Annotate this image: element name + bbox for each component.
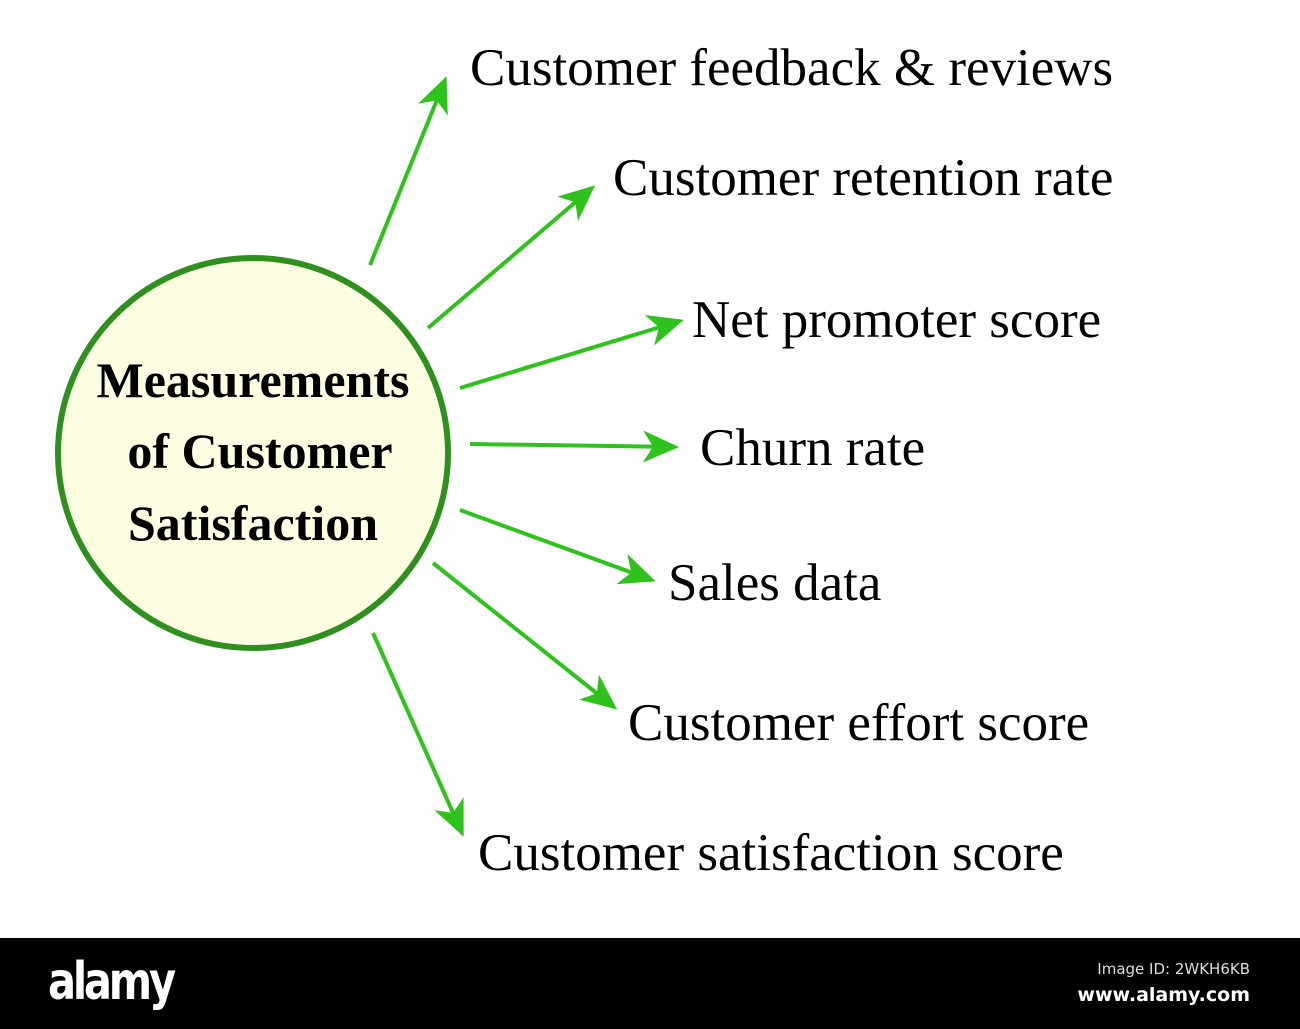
- arrow-4: [469, 430, 679, 463]
- arrow-1: [368, 76, 448, 266]
- site-link[interactable]: www.alamy.com: [1077, 984, 1250, 1006]
- arrow-5: [459, 508, 656, 585]
- arrow-7: [371, 632, 464, 837]
- arrow-6: [431, 561, 618, 710]
- center-title-line-2: of Customer: [127, 423, 392, 479]
- footer-bar: alamy Image ID: 2WKH6KB www.alamy.com: [0, 938, 1300, 1029]
- arrow-3: [459, 315, 684, 390]
- diagram: Measurements of Customer Satisfaction Cu…: [55, 39, 1113, 882]
- item-churn-rate: Churn rate: [700, 419, 925, 477]
- alamy-logo: alamy: [48, 952, 176, 1012]
- center-circle: [55, 255, 451, 651]
- item-customer-effort-score: Customer effort score: [628, 694, 1089, 752]
- center-title-line-1: Measurements: [97, 352, 410, 408]
- item-customer-satisfaction-score: Customer satisfaction score: [478, 824, 1064, 882]
- item-net-promoter-score: Net promoter score: [692, 291, 1101, 349]
- arrow-2: [426, 185, 596, 330]
- item-customer-retention-rate: Customer retention rate: [613, 149, 1113, 207]
- center-title-line-3: Satisfaction: [128, 495, 378, 551]
- item-sales-data: Sales data: [668, 554, 881, 612]
- item-customer-feedback-reviews: Customer feedback & reviews: [470, 39, 1113, 97]
- image-id: Image ID: 2WKH6KB: [1097, 960, 1250, 978]
